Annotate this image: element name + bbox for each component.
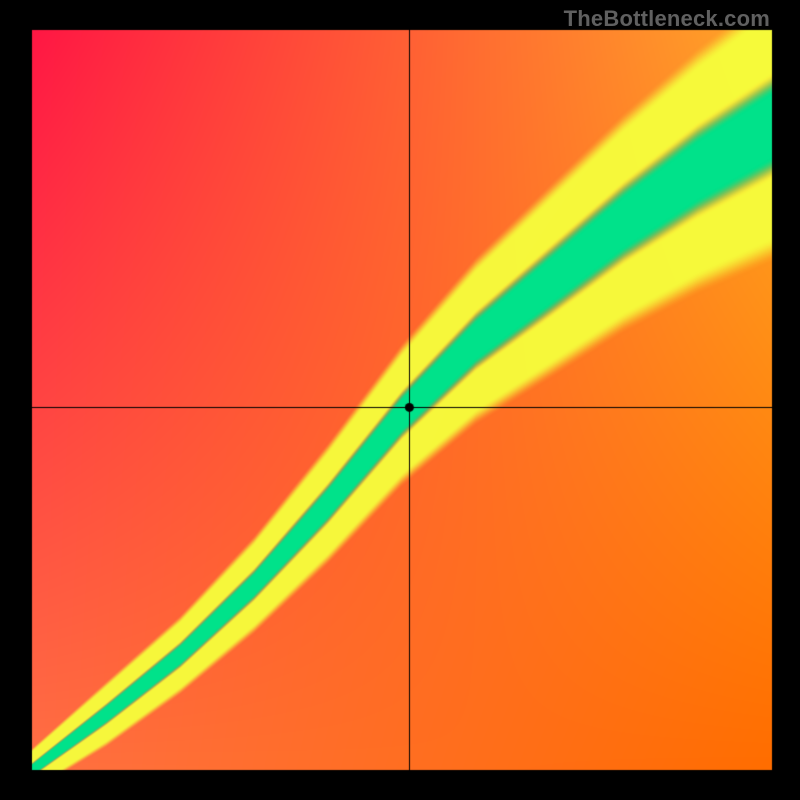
attribution-text: TheBottleneck.com: [564, 6, 770, 32]
heatmap-canvas: [0, 0, 800, 800]
figure-container: TheBottleneck.com: [0, 0, 800, 800]
